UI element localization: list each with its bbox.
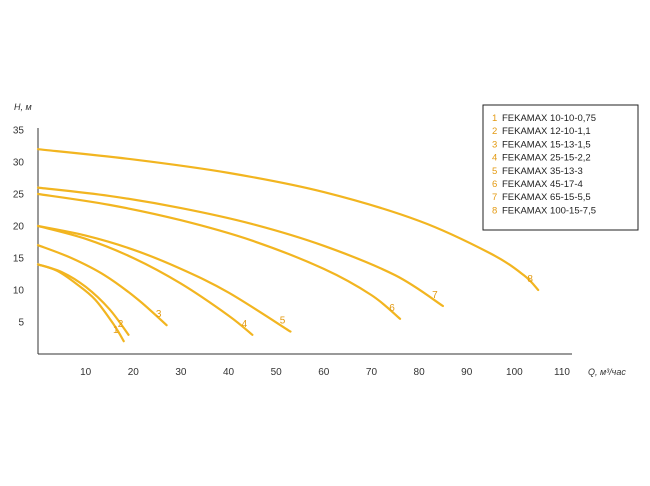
- curve-4: [36, 224, 254, 336]
- curve-5: [36, 224, 292, 333]
- legend-number-1: 1: [492, 113, 497, 124]
- x-tick-label: 100: [506, 367, 523, 378]
- legend-number-3: 3: [492, 139, 497, 150]
- curve-label-5: 5: [280, 316, 286, 327]
- curve-label-6: 6: [389, 303, 395, 314]
- legend-box: [482, 104, 639, 231]
- curves: [36, 148, 540, 343]
- curve-number-labels: 12 3 4 5 6 7 8: [113, 274, 533, 336]
- curve-label-3: 3: [156, 309, 162, 320]
- x-tick-label: 90: [461, 367, 473, 378]
- y-tick-label: 20: [13, 222, 25, 233]
- y-tick-label: 35: [13, 126, 25, 137]
- legend-entry-6: FEKAMAX 45-17-4: [502, 179, 583, 190]
- legend-entry-4: FEKAMAX 25-15-2,2: [502, 153, 591, 164]
- legend-entry-5: FEKAMAX 35-13-3: [502, 166, 583, 177]
- curve-label-8: 8: [527, 274, 533, 285]
- legend-entry-8: FEKAMAX 100-15-7,5: [502, 205, 596, 216]
- legend-number-8: 8: [492, 205, 497, 216]
- curve-label-7: 7: [432, 290, 438, 301]
- y-tick-label: 15: [13, 254, 25, 265]
- legend-entry-3: FEKAMAX 15-13-1,5: [502, 139, 591, 150]
- curve-6: [36, 192, 402, 320]
- legend-entry-2: FEKAMAX 12-10-1,1: [502, 126, 591, 137]
- legend-number-6: 6: [492, 179, 497, 190]
- y-tick-label: 5: [18, 318, 24, 329]
- legend-number-4: 4: [492, 153, 497, 164]
- x-tick-label: 80: [414, 367, 426, 378]
- x-tick-label: 70: [366, 367, 378, 378]
- legend-entry-1: FEKAMAX 10-10-0,75: [502, 113, 596, 124]
- legend-number-7: 7: [492, 192, 497, 203]
- curve-8: [36, 148, 540, 292]
- y-tick-label: 25: [13, 190, 25, 201]
- x-tick-label: 50: [271, 367, 283, 378]
- x-tick-label: 10: [80, 367, 92, 378]
- curve-3: [36, 244, 168, 327]
- x-axis-label: Q, м³/час: [588, 367, 626, 377]
- legend: 1 FEKAMAX 10-10-0,75 2 FEKAMAX 12-10-1,1 3 FE…: [482, 104, 639, 231]
- x-tick-label: 40: [223, 367, 235, 378]
- x-tick-label: 60: [318, 367, 330, 378]
- y-tick-label: 10: [13, 286, 25, 297]
- x-tick-label: 20: [128, 367, 140, 378]
- y-tick-label: 30: [13, 158, 25, 169]
- x-tick-label: 30: [175, 367, 187, 378]
- y-axis-label: Н, м: [14, 102, 32, 112]
- legend-number-2: 2: [492, 126, 497, 137]
- curve-label-1: 1: [113, 325, 119, 336]
- x-tick-label: 110: [554, 367, 570, 378]
- legend-number-5: 5: [492, 166, 497, 177]
- curve-label-4: 4: [242, 319, 248, 330]
- curve-label-2: 2: [118, 319, 124, 330]
- curve-7: [36, 186, 445, 308]
- curve-2: [36, 263, 130, 336]
- legend-entry-7: FEKAMAX 65-15-5,5: [502, 192, 591, 203]
- curve-1: [36, 263, 125, 343]
